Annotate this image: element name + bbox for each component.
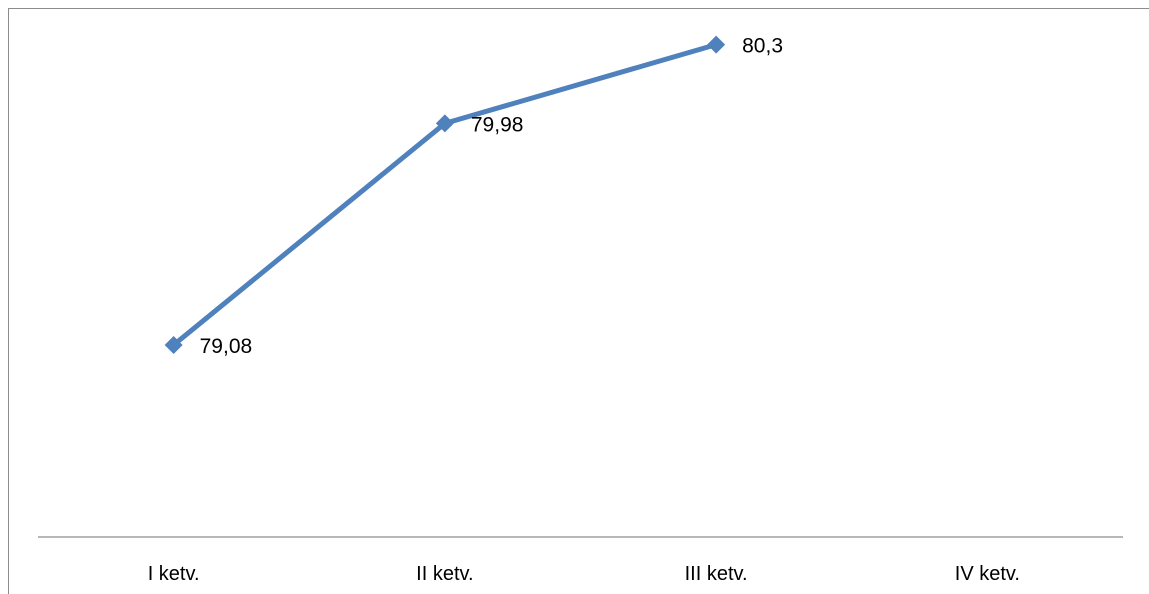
x-tick-label: I ketv. [148, 563, 200, 585]
label-layer: 79,08 79,98 80,3 [200, 35, 783, 358]
x-tick-label: II ketv. [416, 563, 473, 585]
series-line [171, 42, 719, 348]
x-tick-label: IV ketv. [955, 563, 1020, 585]
chart-frame [8, 8, 1149, 594]
x-tick-label: III ketv. [685, 563, 748, 585]
series-layer [164, 35, 726, 354]
data-label: 79,08 [200, 335, 253, 358]
data-point-marker [435, 114, 454, 133]
data-point-marker [707, 35, 726, 54]
data-label: 80,3 [742, 35, 783, 58]
data-label: 79,98 [471, 113, 524, 136]
tick-layer: I ketv. II ketv. III ketv. IV ketv. [148, 563, 1020, 585]
data-point-marker [164, 335, 183, 354]
